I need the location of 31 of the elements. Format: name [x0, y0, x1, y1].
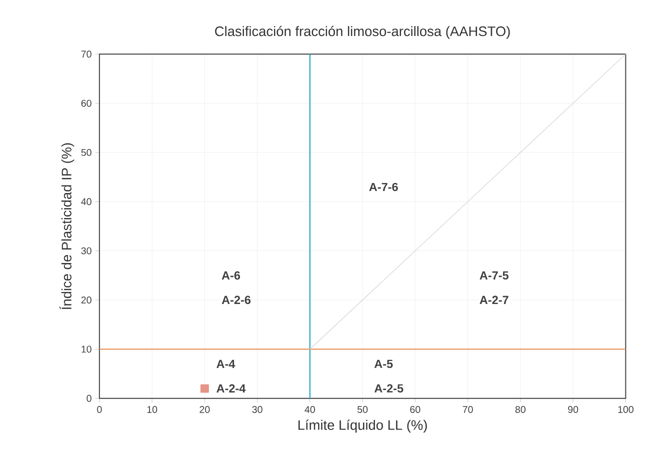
x-tick-label: 50 [357, 406, 368, 413]
x-tick-label: 90 [568, 406, 578, 413]
y-tick-label: 20 [81, 296, 92, 304]
y-tick-label: 50 [81, 148, 92, 156]
y-axis-title: Índice de Plasticidad IP (%) [59, 143, 74, 310]
annotation: A-7-5 [480, 271, 508, 280]
y-tick-label: 60 [81, 100, 92, 107]
annotation: A-5 [374, 360, 393, 368]
x-tick-label: 10 [147, 406, 158, 413]
x-tick-label: 40 [304, 406, 315, 413]
annotation: A-6 [222, 271, 240, 280]
annotation: A-2-4 [216, 384, 246, 392]
y-tick-label: 40 [81, 198, 92, 206]
x-axis-title: Límite Líquido LL (%) [298, 420, 427, 433]
x-tick-label: 100 [618, 406, 634, 413]
x-tick-label: 0 [97, 406, 102, 413]
y-tick-label: 70 [81, 50, 92, 58]
annotation: A-7-6 [369, 182, 398, 192]
x-tick-label: 70 [462, 406, 473, 413]
x-tick-label: 30 [252, 406, 262, 413]
annotation: A-4 [216, 360, 236, 368]
y-tick-label: 30 [81, 247, 92, 254]
chart-title: Clasificación fracción limoso-arcillosa (AAHSTO) [215, 26, 510, 39]
x-tick-label: 20 [200, 406, 210, 413]
annotation: A-2-5 [374, 384, 404, 392]
y-tick-label: 0 [86, 394, 92, 402]
annotation: A-2-6 [222, 296, 251, 304]
y-tick-label: 10 [82, 346, 92, 353]
annotation: A-2-7 [480, 296, 508, 304]
x-tick-label: 60 [410, 406, 420, 413]
x-tick-label: 80 [515, 406, 526, 413]
